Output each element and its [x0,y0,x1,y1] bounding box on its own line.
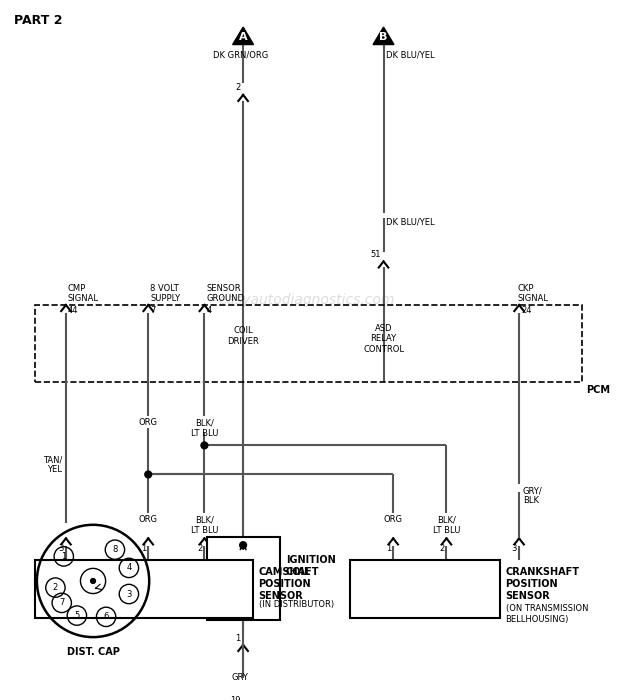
Text: 3: 3 [512,544,517,553]
Text: BLK/
LT BLU: BLK/ LT BLU [433,515,460,535]
Text: 6: 6 [103,612,109,622]
Text: 7: 7 [150,306,156,315]
Text: 7: 7 [59,598,64,608]
Text: PCM: PCM [586,386,610,396]
Text: TAN/
YEL: TAN/ YEL [43,455,62,475]
Text: PART 2: PART 2 [14,13,62,27]
Text: 3: 3 [126,589,132,598]
Text: 19: 19 [230,696,240,700]
Text: easyautodiagnostics.com: easyautodiagnostics.com [218,293,394,307]
Text: DK BLU/YEL: DK BLU/YEL [386,50,435,60]
Text: 1: 1 [386,544,391,553]
Text: ORG: ORG [384,515,403,524]
Text: CRANKSHAFT
POSITION
SENSOR: CRANKSHAFT POSITION SENSOR [506,568,580,601]
Text: 2: 2 [439,544,444,553]
Text: ORG: ORG [138,515,158,524]
Text: 1: 1 [141,544,146,553]
Text: DIST. CAP: DIST. CAP [67,647,119,657]
Text: COIL
DRIVER: COIL DRIVER [227,326,259,346]
Circle shape [145,471,151,478]
Text: CAMSHAFT
POSITION
SENSOR: CAMSHAFT POSITION SENSOR [258,568,319,601]
Text: BLK/
LT BLU: BLK/ LT BLU [191,419,218,438]
Text: DK GRN/ORG: DK GRN/ORG [213,50,268,60]
Text: 1: 1 [235,634,240,643]
Circle shape [240,542,247,549]
Text: BLK/
LT BLU: BLK/ LT BLU [191,515,218,535]
Bar [350,560,500,618]
Text: 2: 2 [53,583,58,592]
Text: 2: 2 [197,544,203,553]
Text: CMP
SIGNAL: CMP SIGNAL [68,284,99,303]
Text: A: A [239,32,247,42]
Text: (IN DISTRIBUTOR): (IN DISTRIBUTOR) [258,601,334,609]
Text: GRY/
BLK: GRY/ BLK [523,486,543,505]
Text: 8 VOLT
SUPPLY: 8 VOLT SUPPLY [150,284,180,303]
Circle shape [201,442,208,449]
Text: (ON TRANSMISSION
BELLHOUSING): (ON TRANSMISSION BELLHOUSING) [506,604,588,624]
Text: 3: 3 [59,544,64,553]
Bar [35,560,253,618]
Text: DK BLU/YEL: DK BLU/YEL [386,218,435,227]
Text: ASD
RELAY
CONTROL: ASD RELAY CONTROL [363,324,404,354]
Text: CKP
SIGNAL: CKP SIGNAL [517,284,548,303]
Text: 4: 4 [126,564,132,573]
Bar [207,538,280,620]
Text: IGNITION
COIL: IGNITION COIL [286,555,336,577]
Circle shape [91,578,95,583]
Bar [35,305,582,382]
Text: SENSOR
GROUND: SENSOR GROUND [206,284,244,303]
Text: 24: 24 [521,306,531,315]
Text: GRY: GRY [232,673,248,682]
Text: 1: 1 [61,552,66,561]
Text: 4: 4 [206,306,211,315]
Text: 8: 8 [112,545,117,554]
Polygon shape [373,27,394,45]
Text: 2: 2 [235,83,240,92]
Text: B: B [379,32,387,42]
Text: 51: 51 [370,250,381,259]
Text: ORG: ORG [138,419,158,427]
Text: 44: 44 [68,306,78,315]
Text: 5: 5 [74,611,80,620]
Polygon shape [232,27,253,45]
